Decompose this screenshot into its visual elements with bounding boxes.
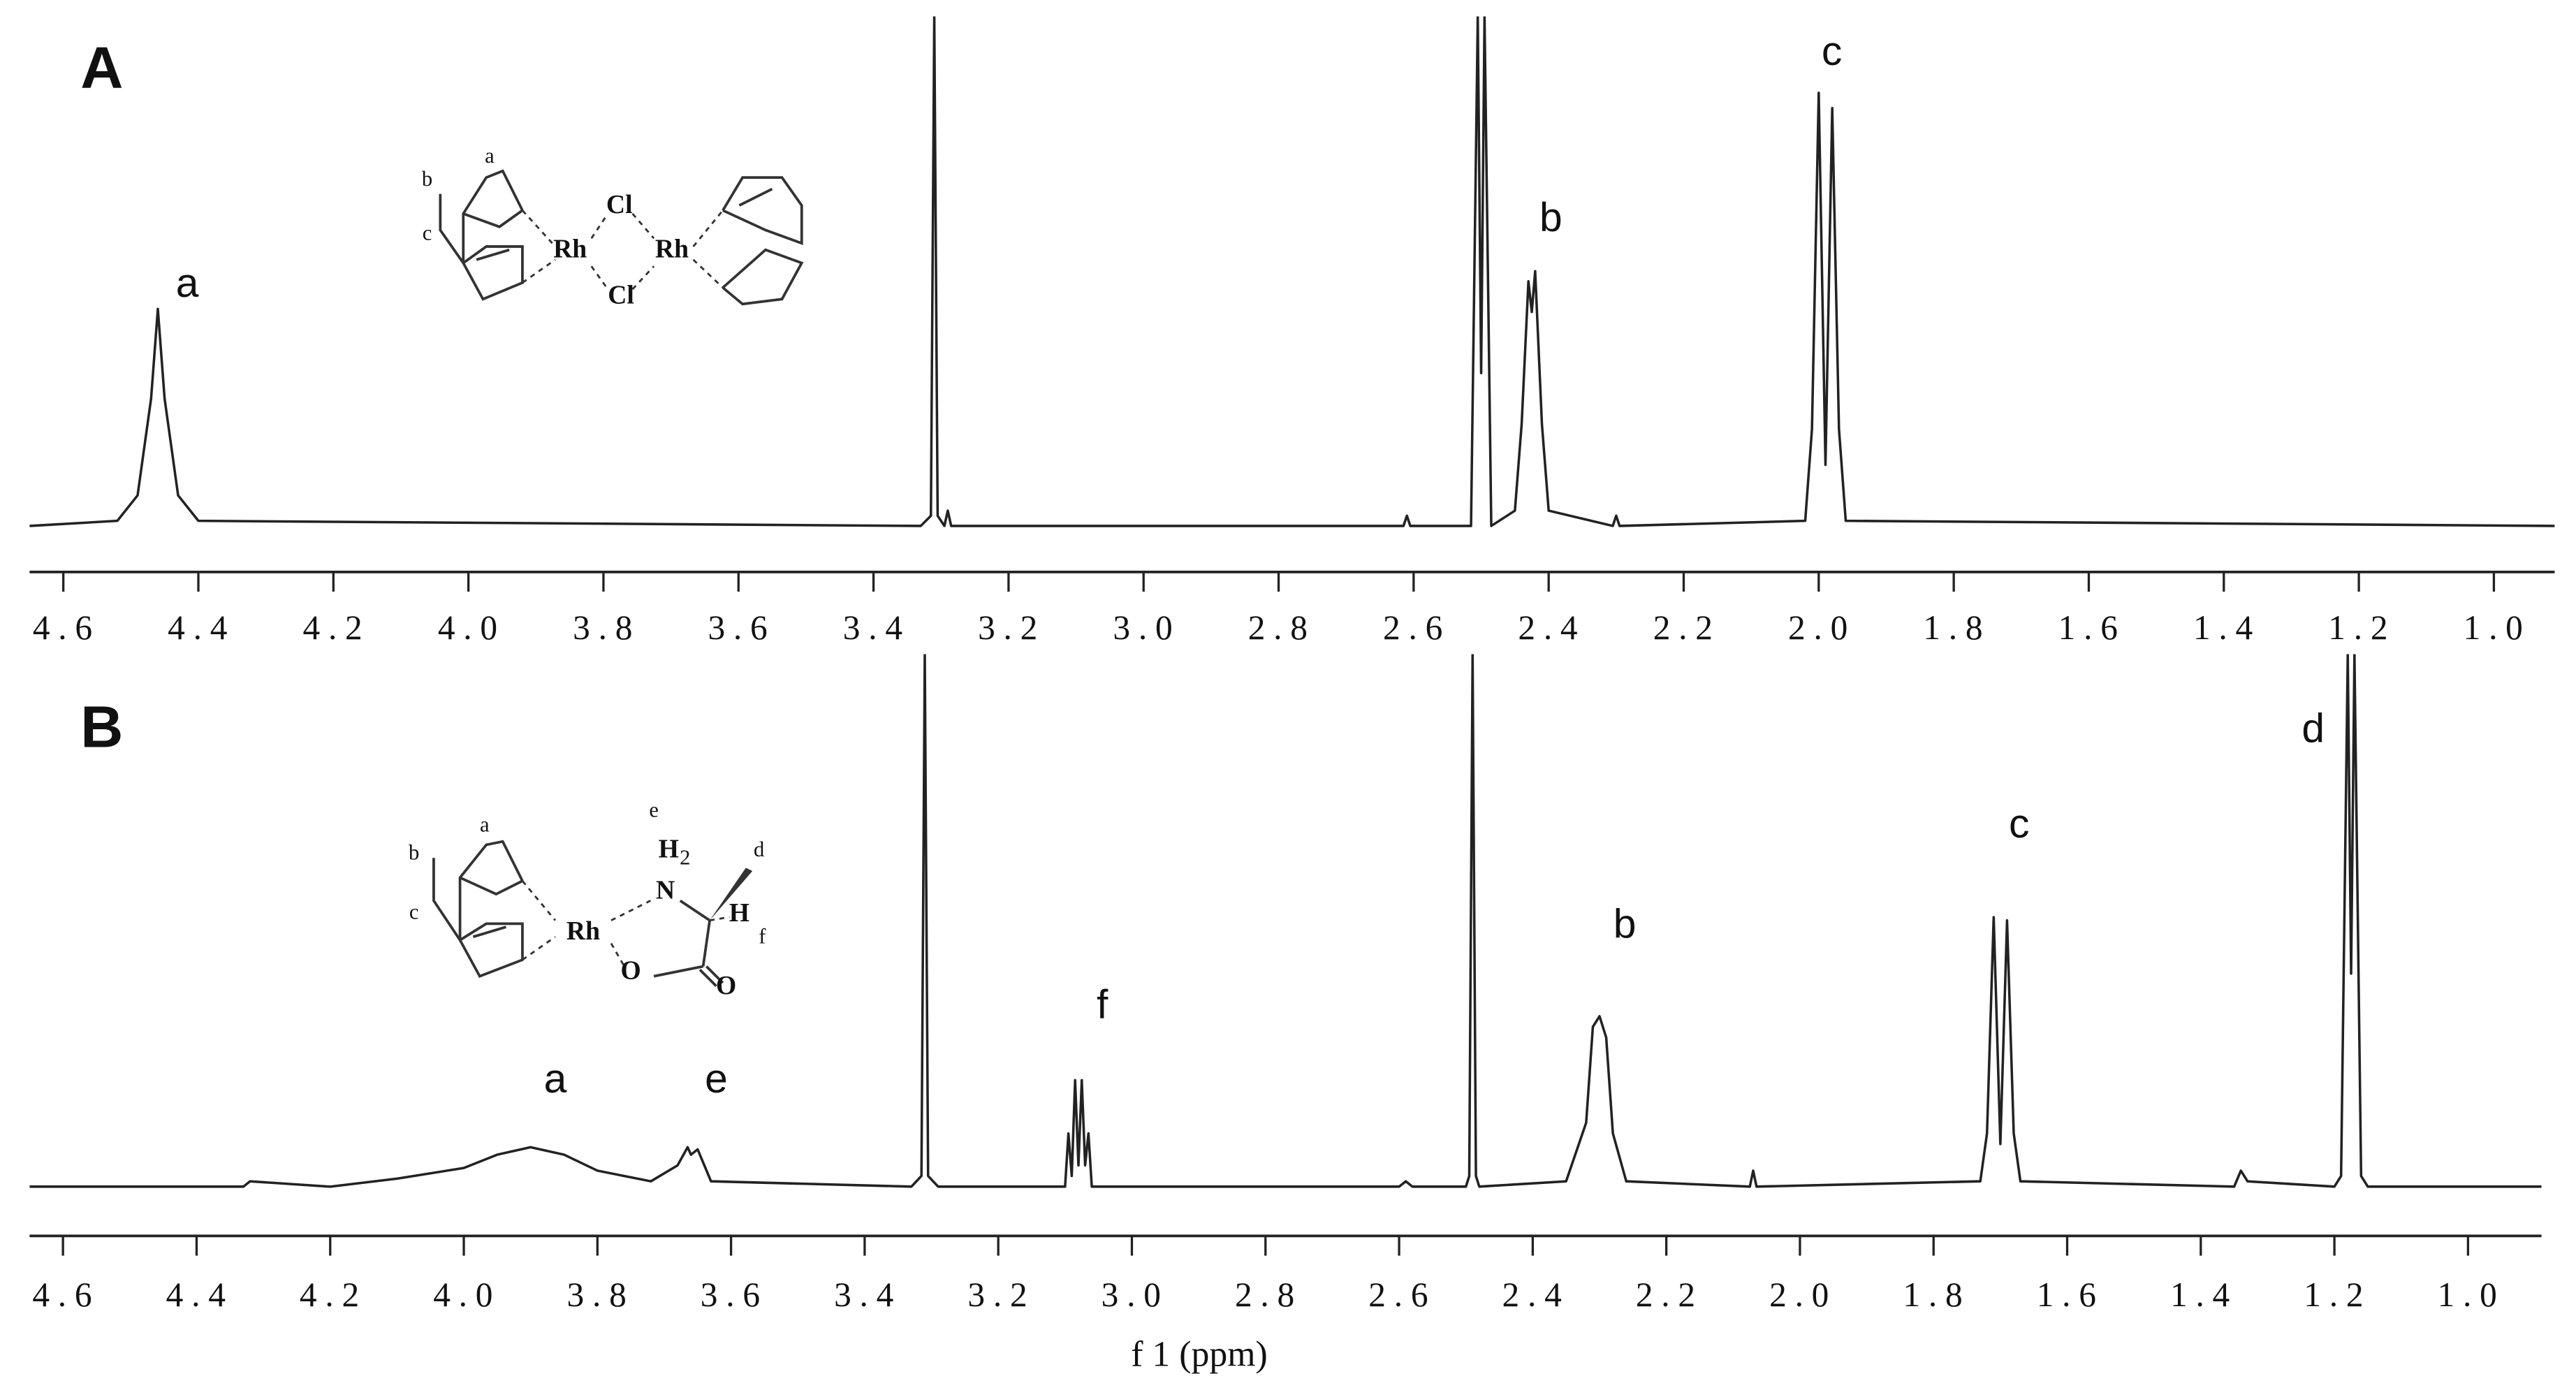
x-tick-label: 1.6 xyxy=(2058,608,2126,647)
x-tick-label: 4.2 xyxy=(300,1275,367,1314)
structure-label: N xyxy=(656,875,675,905)
panel-label: A xyxy=(80,34,123,101)
x-tick-label: 4.0 xyxy=(433,1275,501,1314)
peak-annotation: b xyxy=(1613,902,1637,947)
structure-label: d xyxy=(754,838,764,861)
structure-label: Cl xyxy=(606,190,633,219)
x-tick-label: 4.6 xyxy=(33,608,101,647)
spectrum-line xyxy=(29,16,2555,527)
x-tick-label: 3.0 xyxy=(1113,608,1180,647)
x-tick-label: 4.6 xyxy=(32,1275,100,1314)
x-tick-label: 4.4 xyxy=(168,608,235,647)
structure-label: H xyxy=(659,834,679,863)
spectrum-line xyxy=(29,654,2542,1188)
x-tick-label: 2.8 xyxy=(1235,1275,1303,1314)
x-tick-label: 2.0 xyxy=(1769,1275,1837,1314)
x-tick-label: 2.4 xyxy=(1518,608,1586,647)
x-tick-label: 3.4 xyxy=(834,1275,902,1314)
structure-label: 2 xyxy=(680,846,690,870)
structure-label: Rh xyxy=(553,235,587,264)
x-tick-label: 3.2 xyxy=(978,608,1046,647)
peak-annotation: a xyxy=(544,1056,567,1102)
x-tick-label: 2.2 xyxy=(1653,608,1721,647)
structure-label: f xyxy=(759,925,766,949)
structure-label: O xyxy=(716,971,736,1000)
structure-label: c xyxy=(409,900,419,923)
x-tick-label: 4.2 xyxy=(303,608,371,647)
peak-annotation: c xyxy=(2009,801,2029,847)
peak-annotation: a xyxy=(176,261,199,306)
structure-label: b xyxy=(409,841,419,865)
x-tick-label: 1.8 xyxy=(1923,608,1991,647)
x-tick-label: 3.8 xyxy=(567,1275,635,1314)
structure-label: Cl xyxy=(608,281,634,310)
structure-label: c xyxy=(423,221,432,244)
x-axis-title: f 1 (ppm) xyxy=(1131,1334,1267,1374)
x-tick-label: 2.6 xyxy=(1368,1275,1436,1314)
x-tick-label: 4.0 xyxy=(438,608,506,647)
x-tick-label: 1.6 xyxy=(2037,1275,2105,1314)
structure-label: a xyxy=(485,144,495,168)
structure-label: e xyxy=(649,798,659,821)
x-tick-label: 3.4 xyxy=(843,608,911,647)
x-tick-label: 3.6 xyxy=(708,608,775,647)
x-tick-label: 1.4 xyxy=(2170,1275,2238,1314)
structure-label: Rh xyxy=(566,916,600,946)
x-tick-label: 1.2 xyxy=(2328,608,2396,647)
x-tick-label: 3.8 xyxy=(573,608,641,647)
x-tick-label: 2.6 xyxy=(1383,608,1451,647)
structure-label: a xyxy=(480,813,490,837)
peak-annotation: c xyxy=(1822,29,1842,74)
panel-label: B xyxy=(80,693,123,759)
peak-annotation: b xyxy=(1539,195,1563,240)
x-tick-label: 2.2 xyxy=(1636,1275,1704,1314)
x-tick-label: 3.6 xyxy=(701,1275,768,1314)
x-tick-label: 4.4 xyxy=(166,1275,234,1314)
structure-label: Rh xyxy=(655,235,689,264)
structure-b xyxy=(432,840,753,988)
structure-label: H xyxy=(729,898,749,928)
x-tick-label: 2.8 xyxy=(1248,608,1316,647)
x-tick-label: 2.0 xyxy=(1788,608,1856,647)
structure-label: b xyxy=(422,167,432,191)
x-tick-label: 1.2 xyxy=(2304,1275,2371,1314)
x-tick-label: 1.0 xyxy=(2464,608,2531,647)
peak-annotation: f xyxy=(1097,982,1108,1027)
x-tick-label: 1.4 xyxy=(2193,608,2261,647)
peak-annotation: d xyxy=(2301,706,2325,752)
x-tick-label: 1.8 xyxy=(1903,1275,1970,1314)
structure-a xyxy=(439,169,804,306)
x-tick-label: 1.0 xyxy=(2438,1275,2505,1314)
x-tick-label: 3.0 xyxy=(1102,1275,1169,1314)
peak-annotation: e xyxy=(705,1056,728,1102)
x-tick-label: 2.4 xyxy=(1502,1275,1570,1314)
structure-label: O xyxy=(621,956,641,986)
x-tick-label: 3.2 xyxy=(967,1275,1035,1314)
